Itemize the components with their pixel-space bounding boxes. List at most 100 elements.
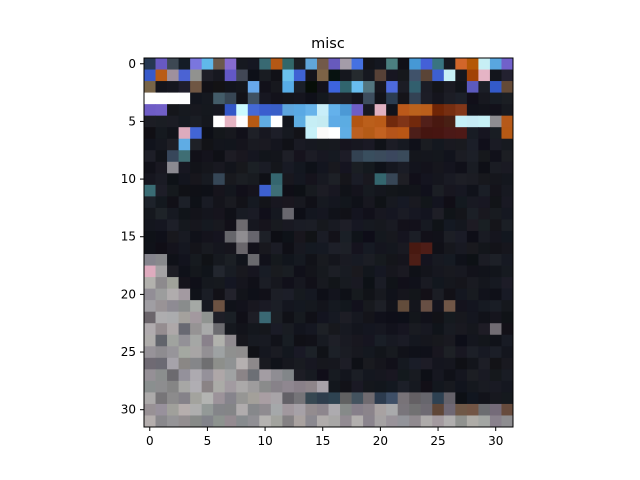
heatmap-cell — [466, 357, 479, 370]
heatmap-cell — [340, 311, 352, 324]
heatmap-cell — [501, 92, 514, 105]
heatmap-cell — [305, 334, 318, 347]
y-tick-label: 10 — [121, 172, 136, 186]
heatmap-cell — [178, 415, 191, 428]
heatmap-cell — [167, 254, 179, 266]
heatmap-cell — [167, 323, 179, 336]
heatmap-cell — [270, 81, 283, 93]
heatmap-cell — [420, 288, 433, 301]
heatmap-cell — [316, 150, 329, 163]
heatmap-cell — [155, 69, 168, 82]
heatmap-cell — [178, 403, 191, 416]
heatmap-cell — [144, 196, 156, 209]
heatmap-cell — [155, 104, 168, 117]
heatmap-cell — [282, 323, 295, 336]
heatmap-cell — [316, 265, 329, 278]
heatmap-cell — [374, 357, 387, 370]
heatmap-cell — [478, 277, 491, 290]
heatmap-cell — [443, 138, 456, 151]
heatmap-cell — [305, 392, 318, 405]
heatmap-cell — [316, 254, 329, 266]
heatmap-cell — [144, 104, 156, 117]
heatmap-cell — [420, 69, 433, 82]
heatmap-cell — [386, 127, 399, 140]
heatmap-cell — [305, 69, 318, 82]
heatmap-cell — [201, 311, 214, 324]
heatmap-cell — [213, 127, 226, 140]
heatmap-cell — [363, 334, 376, 347]
heatmap-cell — [409, 300, 422, 313]
heatmap-cell — [501, 346, 514, 359]
heatmap-cell — [478, 161, 491, 174]
heatmap-cell — [397, 161, 410, 174]
heatmap-cell — [328, 104, 341, 117]
x-tick-label: 10 — [257, 434, 272, 448]
heatmap-cell — [282, 104, 295, 117]
heatmap-cell — [144, 219, 156, 232]
heatmap-cell — [247, 207, 260, 220]
heatmap-cell — [270, 380, 283, 393]
heatmap-cell — [489, 300, 502, 313]
heatmap-cell — [293, 92, 306, 105]
heatmap-cell — [466, 58, 479, 70]
heatmap-cell — [443, 415, 456, 428]
heatmap-cell — [270, 161, 283, 174]
heatmap-cell — [386, 81, 399, 93]
heatmap-cell — [236, 207, 249, 220]
heatmap-cell — [374, 127, 387, 140]
heatmap-cell — [155, 254, 168, 266]
heatmap-cell — [236, 219, 249, 232]
heatmap-cell — [144, 150, 156, 163]
heatmap-cell — [224, 104, 237, 117]
heatmap-cell — [466, 415, 479, 428]
heatmap-cell — [386, 92, 399, 105]
heatmap-cell — [409, 357, 422, 370]
heatmap-cell — [247, 242, 260, 255]
heatmap-cell — [351, 357, 364, 370]
heatmap-cell — [155, 219, 168, 232]
heatmap-cell — [213, 300, 226, 313]
heatmap-cell — [397, 403, 410, 416]
heatmap-cell — [328, 127, 341, 140]
heatmap-cell — [478, 127, 491, 140]
heatmap-cell — [328, 81, 341, 93]
heatmap-cell — [316, 300, 329, 313]
heatmap-cell — [190, 230, 203, 243]
heatmap-cell — [397, 184, 410, 197]
heatmap-cell — [155, 288, 168, 301]
heatmap-cell — [236, 81, 249, 93]
heatmap-cell — [190, 115, 203, 128]
heatmap-cell — [340, 369, 352, 382]
heatmap-cell — [443, 392, 456, 405]
heatmap-cell — [351, 392, 364, 405]
heatmap-cell — [363, 184, 376, 197]
heatmap-cell — [386, 254, 399, 266]
heatmap-cell — [201, 207, 214, 220]
heatmap-cell — [178, 334, 191, 347]
heatmap-cell — [178, 138, 191, 151]
heatmap-cell — [213, 369, 226, 382]
heatmap-cell — [478, 242, 491, 255]
heatmap-cell — [224, 334, 237, 347]
heatmap-cell — [351, 323, 364, 336]
heatmap-cell — [213, 323, 226, 336]
heatmap-cell — [259, 265, 272, 278]
heatmap-cell — [443, 184, 456, 197]
heatmap-cell — [328, 219, 341, 232]
heatmap-cell — [259, 288, 272, 301]
heatmap-cell — [213, 380, 226, 393]
heatmap-cell — [213, 265, 226, 278]
heatmap-cell — [259, 196, 272, 209]
heatmap-cell — [201, 104, 214, 117]
heatmap-cell — [155, 369, 168, 382]
heatmap-cell — [247, 138, 260, 151]
heatmap-cell — [328, 242, 341, 255]
heatmap-cell — [455, 346, 468, 359]
heatmap-cell — [144, 92, 156, 105]
heatmap-cell — [167, 104, 179, 117]
heatmap-cell — [316, 81, 329, 93]
heatmap-cell — [316, 173, 329, 186]
heatmap-cell — [443, 265, 456, 278]
heatmap-cell — [501, 334, 514, 347]
heatmap-cell — [351, 115, 364, 128]
